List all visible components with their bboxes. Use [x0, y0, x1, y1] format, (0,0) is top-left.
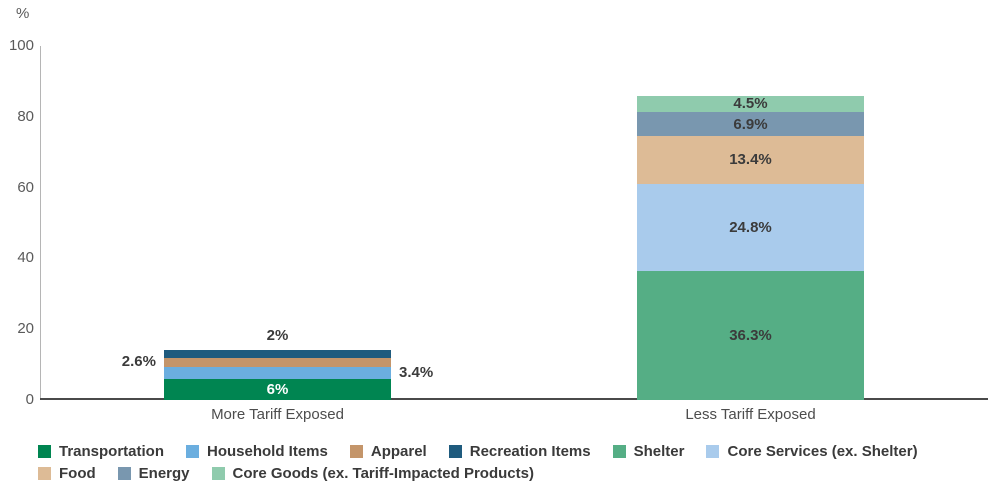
- legend-item-recreation-items: Recreation Items: [448, 443, 591, 460]
- legend-label: Transportation: [59, 443, 165, 460]
- segment-value-label: 6%: [266, 380, 289, 398]
- legend-item-food: Food: [38, 465, 96, 482]
- legend-label: Apparel: [370, 443, 427, 460]
- chart-legend: Transportation Household Items Apparel Recr…: [38, 443, 918, 482]
- segment-apparel: [164, 357, 391, 367]
- segment-value-label: 24.8%: [729, 219, 772, 237]
- legend-label: Core Services (ex. Shelter): [727, 443, 918, 460]
- segment-core-services-ex-shelter-: 24.8%: [637, 183, 864, 272]
- legend-swatch-icon: [448, 445, 462, 458]
- segment-value-label-right: 3.4%: [399, 363, 434, 381]
- category-label: Less Tariff Exposed: [685, 406, 816, 423]
- segment-value-label: 6.9%: [733, 115, 768, 133]
- legend-swatch-icon: [211, 467, 225, 480]
- segment-transportation: 6%: [164, 378, 391, 400]
- legend-item-apparel: Apparel: [349, 443, 427, 460]
- legend-item-core-goods-ex-tariff-impacted-products-: Core Goods (ex. Tariff-Impacted Products…: [211, 465, 534, 482]
- legend-item-transportation: Transportation: [38, 443, 164, 460]
- legend-label: Shelter: [633, 443, 685, 460]
- y-tick-label: 0: [25, 391, 34, 408]
- segment-energy: 6.9%: [637, 111, 864, 137]
- y-axis-line: [40, 46, 41, 400]
- segment-value-label-left: 2.6%: [121, 353, 156, 371]
- legend-label: Core Goods (ex. Tariff-Impacted Products…: [232, 465, 534, 482]
- legend-label: Household Items: [207, 443, 328, 460]
- legend-swatch-icon: [612, 445, 626, 458]
- y-axis-unit-label: %: [16, 5, 30, 22]
- legend-item-energy: Energy: [117, 465, 190, 482]
- segment-household-items: [164, 366, 391, 379]
- segment-value-label: 4.5%: [733, 95, 768, 113]
- legend-swatch-icon: [349, 445, 363, 458]
- legend-swatch-icon: [186, 445, 200, 458]
- y-tick-label: 40: [17, 249, 34, 267]
- legend-swatch-icon: [706, 445, 720, 458]
- legend-label: Energy: [138, 465, 190, 482]
- category-label: More Tariff Exposed: [211, 406, 344, 423]
- legend-label: Food: [59, 465, 96, 482]
- legend-row: Transportation Household Items Apparel Recr…: [38, 443, 918, 460]
- segment-value-label: 36.3%: [729, 327, 772, 345]
- legend-label: Recreation Items: [469, 443, 591, 460]
- bar-more-tariff-exposed: 6%: [164, 350, 391, 400]
- legend-swatch-icon: [117, 467, 131, 480]
- bar-less-tariff-exposed: 4.5% 6.9% 13.4% 24.8% 36.3%: [637, 95, 864, 400]
- legend-item-core-services-ex-shelter-: Core Services (ex. Shelter): [706, 443, 918, 460]
- legend-row: Food Energy Core Goods (ex. Tariff-Impacte…: [38, 465, 918, 482]
- segment-core-goods-ex-tariff-impacted-products-: 4.5%: [637, 95, 864, 113]
- y-tick-label: 60: [17, 178, 34, 196]
- segment-value-label: 13.4%: [729, 151, 772, 169]
- legend-swatch-icon: [38, 445, 51, 458]
- y-tick-label: 100: [8, 37, 34, 54]
- legend-item-shelter: Shelter: [612, 443, 685, 460]
- segment-value-label-top: 2%: [266, 327, 289, 345]
- segment-recreation-items: [164, 350, 391, 358]
- segment-food: 13.4%: [637, 136, 864, 184]
- x-axis-line: [40, 398, 988, 400]
- y-tick-label: 20: [17, 320, 34, 338]
- legend-swatch-icon: [38, 467, 51, 480]
- segment-shelter: 36.3%: [637, 271, 864, 400]
- y-tick-label: 80: [17, 107, 34, 125]
- legend-item-household-items: Household Items: [186, 443, 328, 460]
